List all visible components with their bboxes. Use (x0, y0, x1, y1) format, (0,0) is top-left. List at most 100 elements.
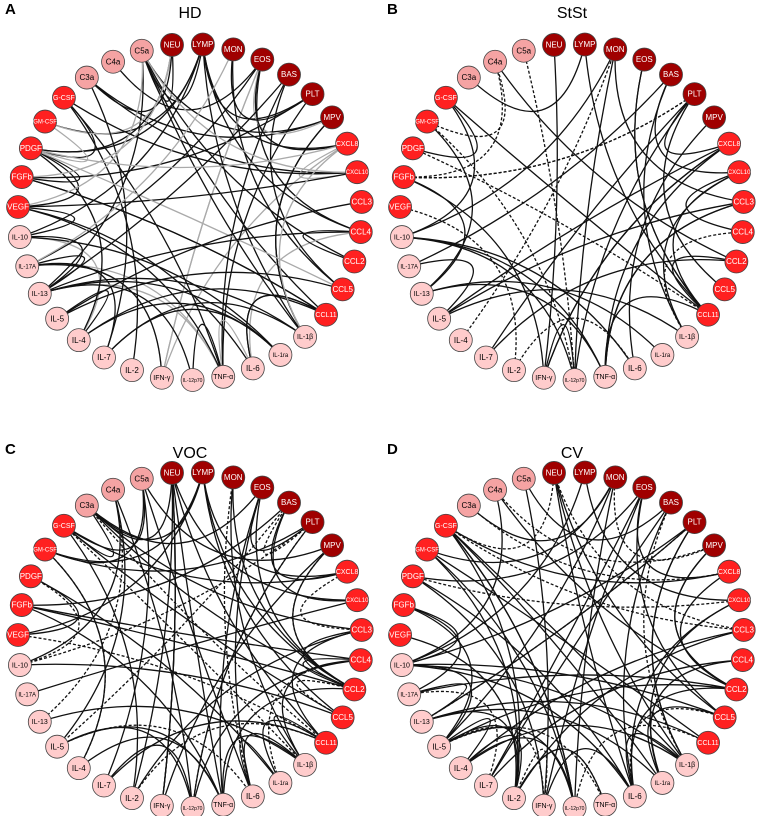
edge (141, 478, 333, 561)
node-label: FGFb (394, 173, 415, 182)
node (250, 47, 275, 72)
edge (412, 97, 478, 159)
edge (399, 634, 517, 799)
edge (63, 525, 348, 584)
node-label: IL-1β (679, 334, 695, 341)
edge (468, 505, 730, 581)
node (320, 533, 345, 558)
node (675, 752, 699, 777)
edge (438, 726, 606, 806)
node-label: CXCL8 (336, 569, 359, 576)
edge (485, 259, 737, 358)
node-label: IL-12p70 (565, 806, 585, 812)
node-label: IL-7 (97, 781, 111, 790)
edge (86, 505, 355, 691)
edge (30, 143, 348, 169)
edge (401, 236, 606, 378)
edge (19, 235, 83, 295)
node (335, 131, 360, 156)
edge (401, 49, 616, 238)
panel-letter: C (5, 441, 16, 458)
node-label: CXCL10 (346, 170, 369, 176)
node (474, 345, 498, 370)
edge (494, 489, 715, 563)
node (120, 358, 144, 383)
edge (56, 726, 224, 806)
node (415, 109, 439, 134)
node-label: IL-12p70 (565, 378, 585, 384)
edge (685, 171, 743, 233)
edge (408, 74, 672, 267)
node (190, 460, 215, 485)
node-label: IL-4 (72, 336, 86, 345)
node-label: IL-1ra (273, 781, 289, 787)
node (397, 682, 422, 707)
edge (63, 97, 224, 378)
edge (300, 571, 362, 631)
edge (21, 604, 361, 661)
node (456, 65, 481, 90)
node (730, 648, 755, 672)
edge (634, 59, 709, 316)
node-label: EOS (636, 55, 653, 64)
node-label: FGFb (12, 173, 33, 182)
edge (30, 575, 281, 784)
edge (30, 147, 103, 341)
edge (86, 77, 333, 138)
edge (636, 487, 726, 718)
node (415, 537, 439, 562)
node-label: IL-17A (400, 692, 418, 698)
edge (485, 487, 645, 786)
node-label: CCL2 (344, 257, 365, 266)
node-label: BAS (663, 498, 679, 507)
node (66, 328, 91, 353)
node (349, 190, 374, 214)
edge (171, 472, 358, 601)
node (8, 225, 32, 249)
edge (161, 59, 263, 378)
node-label: IL-1β (297, 334, 313, 341)
node-label: PDGF (402, 572, 424, 581)
edge (232, 49, 344, 290)
node-label: IL-12p70 (183, 806, 203, 812)
edge (86, 77, 128, 358)
edge (426, 61, 506, 138)
node (427, 734, 452, 759)
node-label: IL-10 (12, 234, 28, 241)
node-label: CXCL10 (728, 598, 751, 604)
node-label: CCL11 (697, 312, 718, 319)
edge (246, 294, 327, 369)
edge (30, 44, 204, 153)
edge (523, 478, 549, 806)
edge (401, 663, 725, 718)
edge (513, 748, 548, 806)
node (572, 460, 597, 485)
edge (292, 544, 355, 691)
node-label: IL-7 (479, 781, 493, 790)
edge (553, 472, 688, 766)
edge (17, 50, 144, 208)
node-label: C3a (79, 73, 94, 82)
edge (86, 472, 204, 541)
node (682, 82, 707, 106)
node (400, 564, 425, 589)
edge (141, 50, 355, 263)
node (330, 705, 355, 730)
node-label: IL-6 (246, 364, 260, 373)
node (101, 477, 125, 502)
node (400, 136, 425, 161)
node-label: CCL11 (697, 740, 718, 747)
node-label: C3a (79, 501, 94, 510)
node (211, 364, 236, 389)
node (74, 65, 99, 90)
node-label: VEGF (7, 203, 29, 212)
edge (267, 659, 361, 784)
node-label: IL-1ra (273, 353, 289, 359)
edge (202, 472, 348, 578)
edge (218, 319, 254, 377)
node-label: TNF-α (213, 802, 233, 809)
edge (409, 690, 498, 786)
node-label: C5a (134, 46, 149, 55)
edge (39, 489, 124, 723)
edge (584, 472, 740, 601)
